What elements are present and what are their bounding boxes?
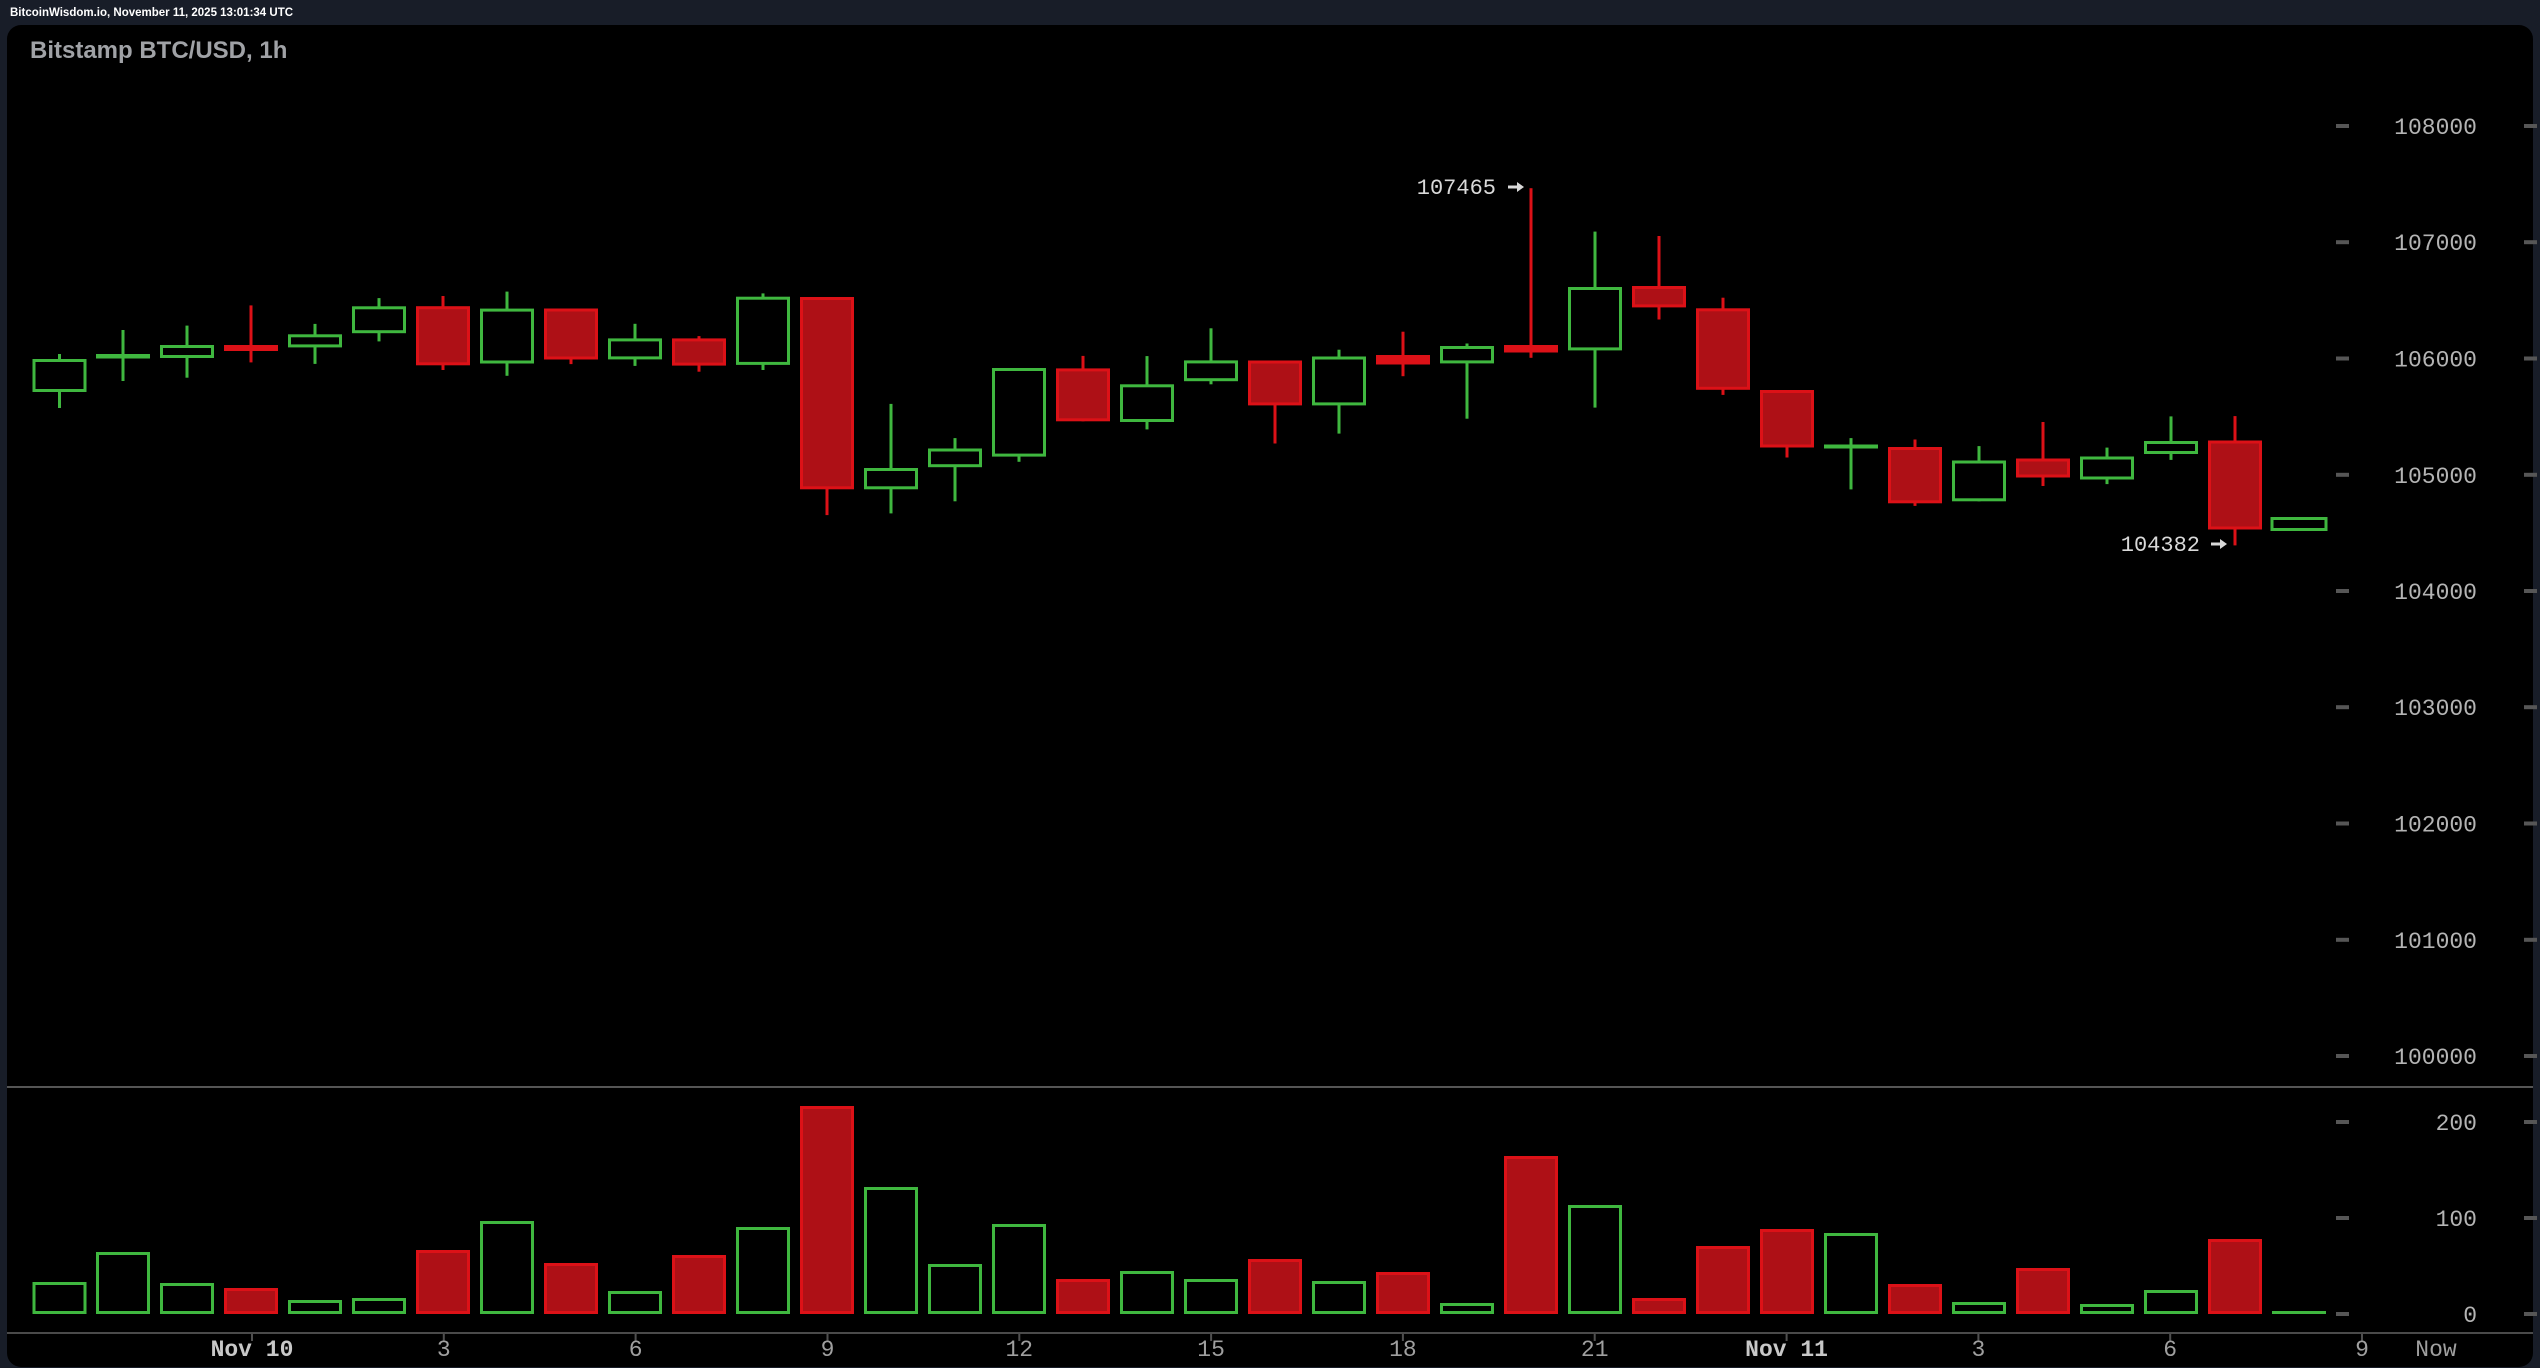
svg-text:9: 9: [821, 1337, 835, 1363]
svg-text:Nov 10: Nov 10: [211, 1337, 294, 1363]
svg-text:108000: 108000: [2394, 115, 2477, 141]
svg-text:103000: 103000: [2394, 696, 2477, 722]
svg-text:9: 9: [2355, 1337, 2369, 1363]
svg-text:107000: 107000: [2394, 231, 2477, 257]
svg-text:200: 200: [2436, 1111, 2477, 1137]
svg-text:106000: 106000: [2394, 348, 2477, 374]
svg-text:0: 0: [2463, 1303, 2477, 1329]
svg-text:3: 3: [437, 1337, 451, 1363]
svg-text:102000: 102000: [2394, 813, 2477, 839]
svg-text:104382: 104382: [2121, 533, 2200, 558]
svg-text:100000: 100000: [2394, 1045, 2477, 1071]
svg-text:3: 3: [1971, 1337, 1985, 1363]
svg-text:15: 15: [1197, 1337, 1225, 1363]
svg-text:6: 6: [2163, 1337, 2177, 1363]
svg-text:BitcoinWisdom.io, November 11,: BitcoinWisdom.io, November 11, 2025 13:0…: [10, 7, 293, 19]
svg-text:107465: 107465: [1417, 176, 1496, 201]
svg-text:104000: 104000: [2394, 580, 2477, 606]
svg-text:21: 21: [1581, 1337, 1609, 1363]
svg-text:18: 18: [1389, 1337, 1417, 1363]
svg-text:Bitstamp BTC/USD, 1h: Bitstamp BTC/USD, 1h: [30, 37, 287, 64]
svg-text:105000: 105000: [2394, 464, 2477, 490]
svg-text:Now: Now: [2415, 1337, 2457, 1363]
svg-text:Nov 11: Nov 11: [1745, 1337, 1828, 1363]
svg-text:100: 100: [2436, 1207, 2477, 1233]
svg-text:12: 12: [1005, 1337, 1033, 1363]
svg-text:101000: 101000: [2394, 929, 2477, 955]
svg-text:6: 6: [629, 1337, 643, 1363]
